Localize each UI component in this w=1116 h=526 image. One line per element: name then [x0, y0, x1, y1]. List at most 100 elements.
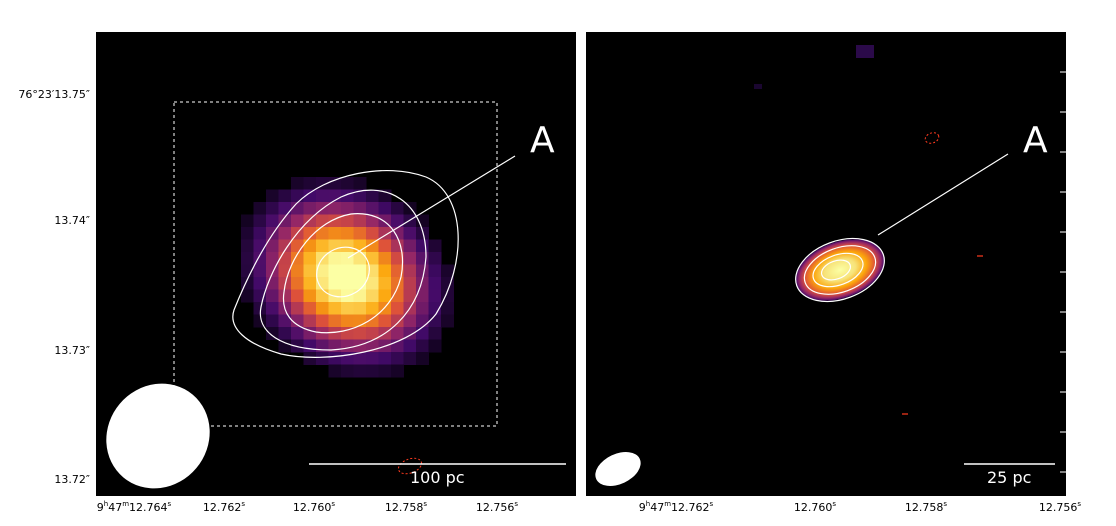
contour-third [812, 252, 864, 288]
emission-pixel [328, 227, 342, 240]
emission-pixel [266, 202, 279, 215]
emission-pixel [353, 214, 367, 228]
emission-pixel [266, 327, 279, 340]
emission-pixel [378, 314, 392, 328]
emission-pixel [428, 239, 442, 253]
emission-pixel [341, 364, 354, 378]
emission-pixel [316, 264, 329, 278]
emission-pixel [328, 302, 342, 315]
emission-pixel [391, 314, 404, 328]
emission-pixel [353, 364, 367, 378]
emission-pixel [441, 302, 454, 315]
left-pixel-emission [241, 177, 454, 378]
emission-pixel [278, 327, 292, 340]
emission-pixel [316, 227, 329, 240]
source-pointer-line [347, 155, 516, 259]
emission-pixel [291, 302, 304, 315]
emission-pixel [353, 302, 367, 315]
emission-pixel [341, 264, 354, 278]
emission-pixel [403, 214, 417, 228]
emission-pixel [428, 302, 442, 315]
emission-pixel [391, 302, 404, 315]
emission-pixel [328, 277, 342, 290]
emission-pixel [278, 202, 292, 215]
emission-pixel [366, 277, 379, 290]
emission-pixel [253, 277, 267, 290]
emission-pixel [241, 252, 254, 265]
emission-pixel [403, 277, 417, 290]
emission-pixel [403, 289, 417, 303]
right-image-panel: A 25 pc [586, 32, 1066, 496]
emission-pixel [266, 289, 279, 303]
emission-pixel [416, 302, 429, 315]
emission-pixel [278, 227, 292, 240]
emission-pixel [391, 252, 404, 265]
emission-pixel [278, 314, 292, 328]
emission-pixel [328, 177, 342, 190]
emission-pixel [416, 277, 429, 290]
left-intensity-map [106, 101, 566, 489]
emission-pixel [353, 289, 367, 303]
beam-ellipse [106, 383, 210, 489]
emission-pixel [391, 202, 404, 215]
emission-pixel [303, 214, 317, 228]
emission-pixel [328, 364, 342, 378]
emission-pixel [378, 302, 392, 315]
x-tick-label: 12.758s [904, 500, 948, 514]
emission-pixel [366, 352, 379, 365]
emission-pixel [403, 252, 417, 265]
emission-pixel [403, 352, 417, 365]
noise-blob [754, 84, 762, 89]
emission-pixel [316, 289, 329, 303]
emission-pixel [366, 202, 379, 215]
emission-pixel [391, 289, 404, 303]
emission-pixel [403, 264, 417, 278]
emission-pixel [291, 264, 304, 278]
emission-pixel [341, 202, 354, 215]
emission-pixel [403, 239, 417, 253]
emission-pixel [291, 339, 304, 353]
emission-pixel [291, 239, 304, 253]
x-tick-label: 9h47m12.764s [96, 500, 172, 514]
emission-pixel [366, 289, 379, 303]
emission-pixel [416, 252, 429, 265]
emission-pixel [291, 314, 304, 328]
emission-pixel [416, 327, 429, 340]
emission-pixel [303, 177, 317, 190]
emission-pixel [391, 214, 404, 228]
emission-pixel [316, 277, 329, 290]
emission-pixel [353, 339, 367, 353]
x-tick-label: 12.760s [292, 500, 336, 514]
emission-pixel [316, 314, 329, 328]
emission-pixel [378, 364, 392, 378]
emission-pixel [328, 239, 342, 253]
emission-pixel [253, 302, 267, 315]
emission-pixel [278, 189, 292, 203]
emission-pixel [341, 252, 354, 265]
emission-pixel [303, 202, 317, 215]
emission-pixel [378, 239, 392, 253]
emission-pixel [328, 252, 342, 265]
y-tick-label: 13.74″ [54, 214, 90, 227]
x-tick-label: 9h47m12.762s [638, 500, 714, 514]
right-edge-ticks [1060, 71, 1066, 473]
emission-pixel [328, 189, 342, 203]
emission-pixel [266, 214, 279, 228]
emission-pixel [416, 339, 429, 353]
emission-pixel [278, 339, 292, 353]
emission-pixel [291, 202, 304, 215]
y-tick-label: 76°23′13.75″ [18, 88, 90, 101]
emission-pixel [353, 189, 367, 203]
emission-pixel [416, 214, 429, 228]
emission-pixel [353, 327, 367, 340]
emission-pixel [328, 264, 342, 278]
emission-pixel [378, 252, 392, 265]
beam-ellipse [595, 452, 641, 486]
emission-pixel [303, 314, 317, 328]
emission-pixel [328, 352, 342, 365]
y-tick-label: 13.73″ [54, 344, 90, 357]
emission-pixel [303, 302, 317, 315]
x-tick-label: 12.760s [793, 500, 837, 514]
emission-pixel [378, 202, 392, 215]
emission-pixel [366, 314, 379, 328]
